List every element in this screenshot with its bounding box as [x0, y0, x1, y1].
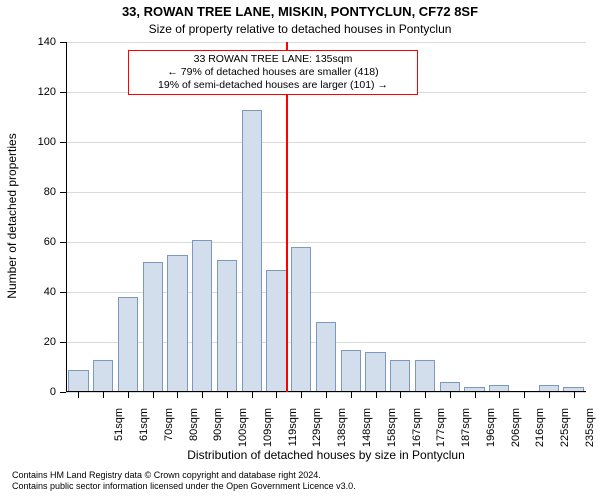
x-tick [376, 392, 377, 398]
annotation-line-3: 19% of semi-detached houses are larger (… [133, 79, 413, 92]
y-tick-label: 140 [26, 36, 56, 48]
x-axis-label: Distribution of detached houses by size … [66, 448, 586, 462]
histogram-bar [415, 360, 435, 393]
histogram-bar [143, 262, 163, 392]
x-tick [177, 392, 178, 398]
annotation-box: 33 ROWAN TREE LANE: 135sqm← 79% of detac… [128, 50, 418, 95]
x-tick [128, 392, 129, 398]
y-tick-label: 60 [26, 236, 56, 248]
x-tick [549, 392, 550, 398]
y-axis-line [66, 42, 67, 392]
histogram-bar [118, 297, 138, 392]
histogram-bar [217, 260, 237, 393]
x-tick [574, 392, 575, 398]
histogram-bar [291, 247, 311, 392]
x-tick [351, 392, 352, 398]
annotation-line-2: ← 79% of detached houses are smaller (41… [133, 66, 413, 79]
y-tick-label: 40 [26, 286, 56, 298]
gridline [66, 192, 586, 193]
histogram-bar [192, 240, 212, 393]
y-tick-label: 120 [26, 86, 56, 98]
x-tick [425, 392, 426, 398]
footer-line-2: Contains public sector information licen… [0, 481, 600, 492]
x-tick [252, 392, 253, 398]
x-tick [326, 392, 327, 398]
x-tick [227, 392, 228, 398]
plot-area: 02040608010012014051sqm61sqm70sqm80sqm90… [66, 42, 586, 392]
chart-subtitle: Size of property relative to detached ho… [0, 22, 600, 36]
footer-line-1: Contains HM Land Registry data © Crown c… [0, 470, 600, 481]
x-tick [301, 392, 302, 398]
footer: Contains HM Land Registry data © Crown c… [0, 470, 600, 493]
x-tick [524, 392, 525, 398]
x-tick [450, 392, 451, 398]
x-tick [153, 392, 154, 398]
histogram-bar [316, 322, 336, 392]
histogram-bar [68, 370, 88, 393]
x-tick [499, 392, 500, 398]
histogram-bar [341, 350, 361, 393]
x-axis-line [66, 391, 586, 392]
y-tick-label: 80 [26, 186, 56, 198]
y-tick [60, 392, 66, 393]
x-tick [475, 392, 476, 398]
gridline [66, 42, 586, 43]
chart-title: 33, ROWAN TREE LANE, MISKIN, PONTYCLUN, … [0, 4, 600, 19]
x-tick [276, 392, 277, 398]
x-tick [400, 392, 401, 398]
gridline [66, 142, 586, 143]
histogram-bar [93, 360, 113, 393]
x-tick [202, 392, 203, 398]
x-tick [103, 392, 104, 398]
histogram-bar [390, 360, 410, 393]
y-tick-label: 20 [26, 336, 56, 348]
gridline [66, 242, 586, 243]
histogram-bar [242, 110, 262, 393]
y-tick-label: 0 [26, 386, 56, 398]
x-tick [78, 392, 79, 398]
y-axis-label: Number of detached properties [5, 116, 19, 316]
histogram-bar [266, 270, 286, 393]
annotation-line-1: 33 ROWAN TREE LANE: 135sqm [133, 53, 413, 66]
histogram-bar [365, 352, 385, 392]
histogram-bar [167, 255, 187, 393]
y-tick-label: 100 [26, 136, 56, 148]
